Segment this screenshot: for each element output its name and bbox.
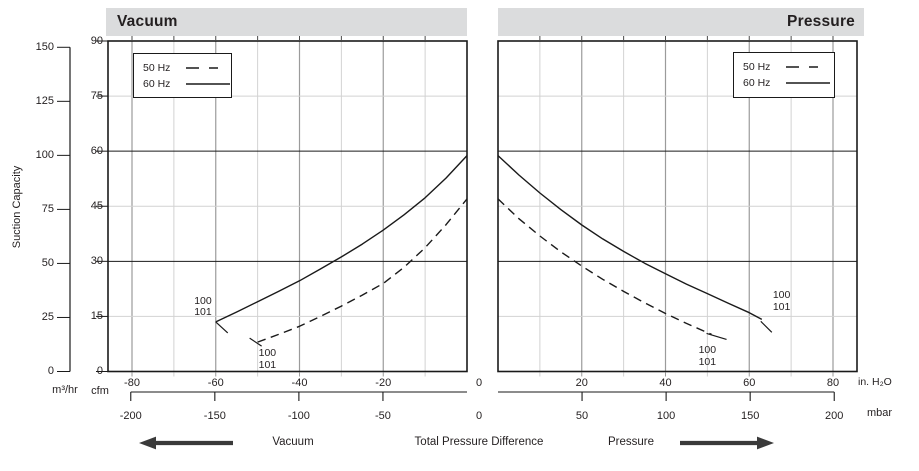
inh2o-zero-label: 0 (475, 376, 483, 389)
mbar-tick-label: -50 (374, 409, 391, 422)
mbar-tick-label: -100 (287, 409, 310, 422)
m3hr-tick-label: 50 (41, 256, 54, 269)
m3hr-tick-label: 25 (41, 310, 54, 323)
m3hr-tick-label: 150 (35, 40, 54, 53)
chart-line (249, 337, 262, 347)
legend-sample-dashed-line (786, 66, 830, 68)
cfm-tick-label: 15 (90, 309, 103, 322)
m3hr-tick-label: 0 (47, 365, 54, 377)
legend-row-60hz: 60 Hz (743, 75, 834, 91)
axis-direction-label-pressure: Pressure (607, 436, 655, 448)
curve-model-label-line: 101 (258, 358, 277, 371)
curve-vacuum-50hz (257, 198, 468, 343)
y-unit-cfm: cfm (91, 385, 109, 397)
legend-pressure: 50 Hz 60 Hz (733, 52, 835, 98)
curve-model-label-line: 100 (194, 294, 212, 307)
mbar-tick-label: 150 (740, 409, 760, 422)
panel-title-pressure: Pressure (498, 8, 864, 36)
y-axis-title: Suction Capacity (11, 165, 23, 249)
legend-sample-solid-line (786, 82, 830, 84)
inh2o-tick-label: -60 (207, 376, 224, 389)
curve-model-label-line: 101 (194, 306, 212, 319)
cfm-tick-label: 45 (90, 199, 103, 212)
legend-label-60hz: 60 Hz (743, 77, 771, 89)
curve-model-label-line: 101 (772, 300, 791, 313)
mbar-tick-label: 200 (825, 409, 844, 422)
curve-vacuum-60hz (215, 155, 468, 323)
axis-title-total-pressure-difference: Total Pressure Difference (414, 436, 544, 448)
m3hr-tick-label: 100 (35, 148, 54, 161)
legend-row-50hz: 50 Hz (743, 59, 834, 75)
cfm-tick-label: 60 (90, 144, 103, 157)
curve-model-label: 100 101 (194, 294, 212, 319)
legend-sample-dashed-line (186, 67, 230, 69)
legend-row-50hz: 50 Hz (143, 60, 231, 76)
pressure-direction-arrow-head (757, 436, 774, 450)
panel-title-vacuum: Vacuum (106, 8, 467, 36)
panel-title-vacuum-label: Vacuum (117, 13, 178, 30)
cfm-tick-label: 0 (96, 365, 103, 377)
curve-pressure-50hz (497, 198, 712, 336)
mbar-tick-label: 100 (656, 409, 676, 422)
mbar-tick-label: 50 (575, 409, 589, 422)
inh2o-tick-label: 40 (659, 376, 672, 389)
curve-model-label-line: 100 (772, 289, 791, 302)
curve-pressure-60hz (497, 155, 763, 321)
mbar-tick-label: -150 (203, 409, 226, 422)
curve-model-label-line: 100 (698, 344, 717, 357)
cfm-tick-label: 75 (90, 89, 103, 102)
chart-line (215, 321, 229, 334)
legend-sample-solid-line (186, 83, 230, 85)
legend-row-60hz: 60 Hz (143, 76, 231, 92)
inh2o-tick-label: 60 (743, 376, 756, 389)
curve-model-label-line: 100 (258, 347, 277, 360)
cfm-tick-label: 30 (90, 254, 103, 267)
y-unit-m3hr: m³/hr (52, 384, 78, 396)
m3hr-tick-label: 125 (35, 94, 54, 107)
x-unit-inh2o: in. H₂O (858, 376, 892, 388)
chart-line (760, 320, 773, 333)
inh2o-tick-label: 80 (826, 376, 840, 389)
curve-model-label: 100 101 (773, 290, 791, 313)
legend-label-50hz: 50 Hz (743, 61, 771, 73)
inh2o-tick-label: -40 (291, 376, 308, 389)
legend-label-50hz: 50 Hz (143, 62, 171, 74)
mbar-tick-label: -200 (119, 409, 142, 422)
cfm-tick-label: 90 (90, 34, 103, 47)
curve-model-label-line: 101 (698, 355, 717, 368)
inh2o-tick-label: -80 (124, 376, 140, 389)
legend-vacuum: 50 Hz 60 Hz (133, 53, 232, 98)
vacuum-direction-arrow-head (139, 436, 156, 450)
curve-model-label: 100 101 (699, 345, 717, 368)
mbar-zero-label: 0 (475, 409, 483, 422)
axis-direction-label-vacuum: Vacuum (272, 436, 314, 448)
legend-label-60hz: 60 Hz (143, 78, 171, 90)
inh2o-tick-label: 20 (575, 376, 588, 389)
panel-title-pressure-label: Pressure (787, 13, 855, 30)
x-unit-mbar: mbar (867, 407, 893, 419)
plot-frame-pressure (497, 40, 858, 373)
m3hr-tick-label: 75 (41, 202, 54, 215)
curve-model-label: 100 101 (259, 348, 277, 371)
inh2o-tick-label: -20 (375, 376, 392, 389)
chart-line (706, 332, 727, 340)
